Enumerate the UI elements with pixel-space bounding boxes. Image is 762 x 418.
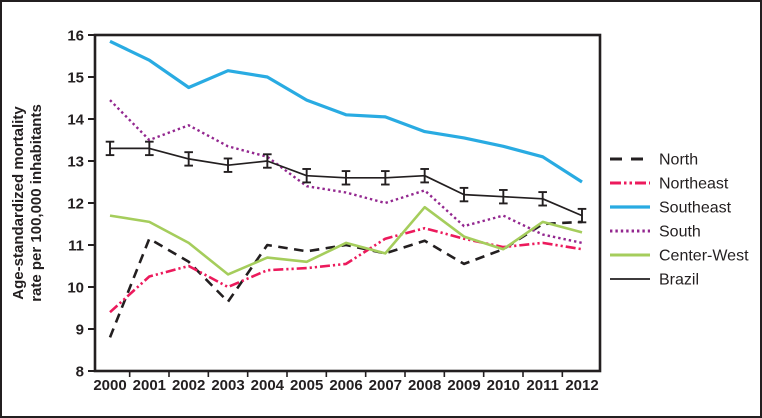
legend-label-southeast: Southeast xyxy=(659,200,732,217)
x-tick-label: 2006 xyxy=(329,377,362,394)
legend-label-brazil: Brazil xyxy=(659,272,699,289)
y-tick-label: 11 xyxy=(68,238,84,255)
x-tick-label: 2005 xyxy=(290,377,323,394)
series-line-north xyxy=(108,220,583,338)
x-tick-label: 2011 xyxy=(526,377,559,394)
legend-label-north: North xyxy=(659,152,698,169)
x-tick-label: 2008 xyxy=(408,377,441,394)
y-tick-label: 9 xyxy=(76,322,84,339)
legend-item-brazil: Brazil xyxy=(610,272,699,289)
axes: 8 9 10 11 12 13 14 15 16 2000 2001 2002 2003 2004 2005… xyxy=(67,28,602,394)
x-tick-label: 2004 xyxy=(251,377,285,394)
legend-label-northeast: Northeast xyxy=(659,176,729,193)
series-line-center-west xyxy=(109,205,583,276)
y-tick-label: 15 xyxy=(67,70,84,87)
series-line-south xyxy=(109,99,583,245)
y-axis-title-line-2: rate per 100,000 inhabitants xyxy=(28,104,45,302)
data-series xyxy=(105,39,587,338)
series-line-northeast xyxy=(109,226,583,314)
series-line-southeast xyxy=(109,39,583,184)
legend-item-north: North xyxy=(610,152,698,169)
y-tick-label: 12 xyxy=(67,196,84,213)
y-tick-label: 13 xyxy=(67,154,84,171)
x-tick-label: 2001 xyxy=(133,377,166,394)
y-tick-label: 14 xyxy=(67,112,84,129)
x-tick-label: 2012 xyxy=(565,377,598,394)
y-axis-title-line-1: Age-standardized mortality xyxy=(10,106,27,300)
y-axis-title: Age-standardized mortality rate per 100,… xyxy=(10,104,45,302)
series-error-bars-brazil xyxy=(105,140,587,224)
legend-item-center-west: Center-West xyxy=(610,248,749,265)
legend-item-southeast: Southeast xyxy=(610,200,732,217)
y-tick-label: 8 xyxy=(76,364,84,381)
y-tick-label: 16 xyxy=(67,28,84,45)
x-tick-label: 2003 xyxy=(211,377,244,394)
x-tick-label: 2010 xyxy=(487,377,520,394)
legend: North Northeast Southeast South Center-West B… xyxy=(610,152,749,289)
x-tick-label: 2007 xyxy=(369,377,402,394)
legend-label-center-west: Center-West xyxy=(659,248,749,265)
y-tick-label: 10 xyxy=(67,280,84,297)
plot-frame xyxy=(93,33,602,373)
legend-item-northeast: Northeast xyxy=(610,176,729,193)
x-tick-label: 2000 xyxy=(93,377,126,394)
x-tick-label: 2002 xyxy=(172,377,205,394)
legend-item-south: South xyxy=(610,224,701,241)
legend-label-south: South xyxy=(659,224,701,241)
x-tick-label: 2009 xyxy=(447,377,480,394)
